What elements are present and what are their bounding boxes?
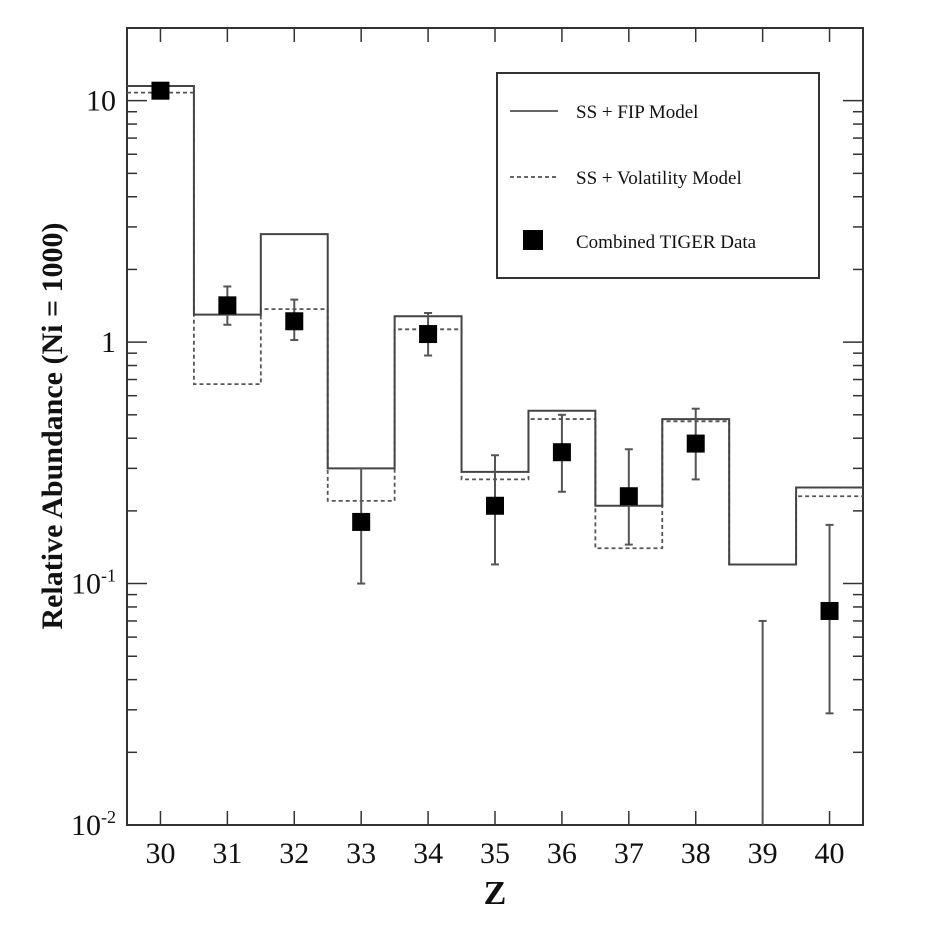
x-axis-title: Z — [484, 875, 507, 912]
data-point-marker — [686, 434, 705, 453]
axis-ticks: 30 31 32 33 34 35 36 37 38 39 40 10-2 10-1 1 10 — [71, 27, 863, 870]
data-point-marker — [352, 512, 371, 531]
data-point-marker — [619, 487, 638, 506]
y-tick-label: 10-2 — [71, 807, 116, 842]
data-point-marker — [486, 496, 504, 515]
y-tick-label: 1 — [101, 326, 116, 359]
data-point-marker — [552, 443, 571, 462]
x-tick-label: 33 — [346, 837, 376, 870]
x-tick-label: 40 — [815, 837, 845, 870]
y-tick-label: 10 — [86, 85, 116, 118]
legend: SS + FIP Model SS + Volatility Model Com… — [496, 72, 820, 279]
data-point-marker — [820, 601, 839, 620]
legend-data-label: Combined TIGER Data — [576, 232, 757, 253]
data-points — [151, 81, 839, 825]
data-point-marker — [419, 325, 438, 344]
legend-box — [496, 72, 820, 279]
x-tick-label: 30 — [145, 837, 175, 870]
data-point-marker — [151, 81, 170, 100]
y-axis-title: Relative Abundance (Ni = 1000) — [36, 222, 69, 629]
x-tick-label: 36 — [547, 837, 577, 870]
legend-fip-label: SS + FIP Model — [576, 102, 698, 123]
y-tick-label: 10-1 — [71, 566, 116, 601]
legend-volatility-label: SS + Volatility Model — [576, 168, 742, 189]
data-point-marker — [218, 296, 237, 315]
data-point-marker — [285, 312, 304, 331]
x-tick-label: 31 — [212, 837, 242, 870]
x-tick-label: 38 — [681, 837, 711, 870]
x-tick-label: 32 — [279, 837, 309, 870]
x-tick-label: 37 — [614, 837, 644, 870]
x-tick-label: 34 — [413, 837, 443, 870]
x-tick-label: 39 — [748, 837, 778, 870]
legend-data-swatch — [523, 230, 543, 250]
x-tick-label: 35 — [480, 837, 510, 870]
